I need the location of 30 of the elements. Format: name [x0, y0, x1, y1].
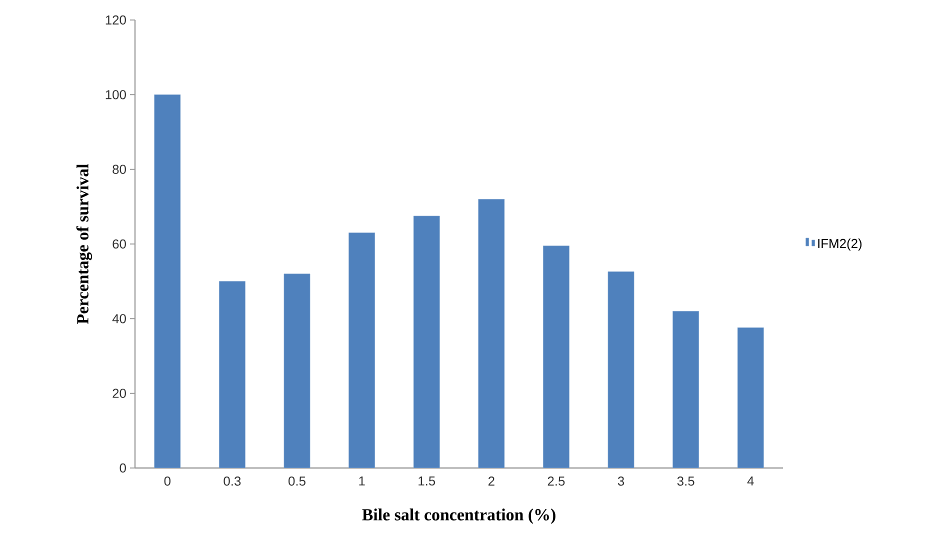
y-axis-title: Percentage of survival [76, 164, 92, 324]
bar [672, 311, 700, 468]
x-tick-label: 0.3 [224, 476, 241, 486]
bar [348, 232, 376, 468]
y-tick-label: 60 [112, 239, 126, 249]
x-tick-label: 4 [747, 476, 754, 486]
bar [219, 281, 246, 468]
bar [737, 327, 764, 468]
legend-label: IFM2(2) [818, 238, 862, 251]
y-tick-label: 0 [120, 463, 126, 473]
bar [284, 274, 310, 468]
x-tick-label: 2.5 [548, 476, 565, 486]
y-tick-label: 100 [106, 90, 126, 100]
bar [543, 246, 570, 468]
x-tick-label: 2 [488, 476, 494, 486]
bar [608, 271, 634, 468]
bar [413, 216, 440, 468]
y-tick-label: 40 [112, 314, 126, 324]
x-tick-label: 0 [164, 476, 171, 486]
y-tick-label: 20 [112, 388, 126, 398]
x-tick-label: 3.5 [677, 476, 694, 486]
y-tick-label: 80 [112, 164, 126, 174]
x-axis-title: Bile salt concentration (%) [362, 508, 556, 524]
x-tick-label: 1 [359, 476, 365, 486]
y-tick-label: 120 [106, 15, 126, 25]
bar [478, 198, 505, 468]
x-tick-label: 1.5 [418, 476, 436, 486]
x-tick-label: 0.5 [288, 476, 306, 486]
bar [154, 94, 181, 468]
x-tick-label: 3 [618, 476, 624, 486]
